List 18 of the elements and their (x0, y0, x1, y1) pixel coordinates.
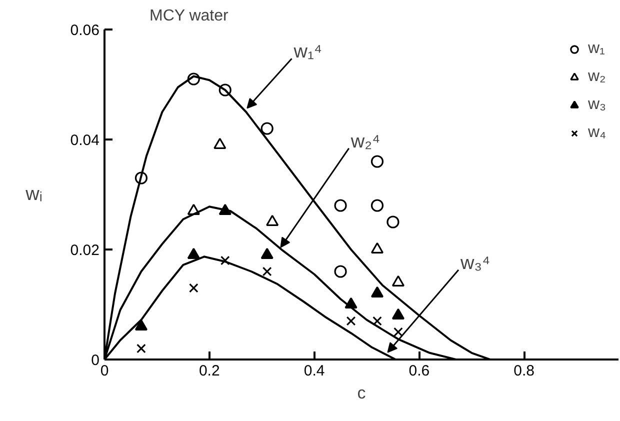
y-tick-label: 0 (91, 352, 100, 369)
x-axis-title: c (357, 384, 366, 402)
legend-label: w₂ (588, 68, 607, 86)
legend-label: w₁ (588, 40, 606, 58)
x-tick-label: 0.6 (408, 362, 430, 380)
y-tick-label: 0.02 (70, 242, 100, 259)
y-tick-label: 0.04 (70, 132, 100, 149)
annotation: w₂⁴ (350, 131, 380, 152)
legend-label: w₃ (588, 96, 608, 114)
y-tick-label: 0.06 (70, 22, 100, 39)
legend-label: w₄ (588, 124, 608, 142)
x-tick-label: 0.4 (304, 362, 325, 380)
annotation: w₃⁴ (460, 252, 490, 274)
x-tick-label: 0.2 (198, 362, 220, 380)
chart-title: MCY water (150, 8, 230, 24)
x-tick-label: 0.8 (514, 362, 535, 380)
annotation: w₁⁴ (292, 42, 322, 63)
y-axis-title: wᵢ (24, 184, 42, 205)
